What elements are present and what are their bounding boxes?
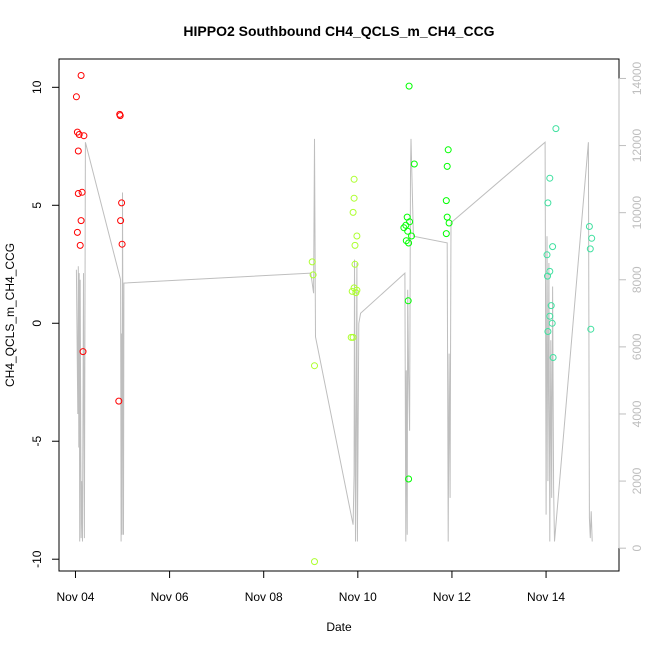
y-tick-label: 10 <box>30 80 44 94</box>
data-point <box>548 319 556 327</box>
data-point <box>74 190 82 197</box>
data-point <box>351 260 359 268</box>
points-layer <box>72 72 596 566</box>
data-point <box>118 199 126 207</box>
data-point <box>116 112 124 120</box>
data-point <box>308 258 316 266</box>
data-point <box>585 223 593 230</box>
data-point <box>549 354 557 361</box>
data-point <box>405 82 413 90</box>
y2-tick-label: 10000 <box>630 196 644 230</box>
data-point <box>588 234 596 242</box>
data-point <box>443 213 451 221</box>
data-point <box>546 174 554 182</box>
y2-tick-label: 14000 <box>630 61 644 95</box>
data-point <box>76 241 84 249</box>
plot-area-box <box>58 58 620 572</box>
secondary-series-line <box>75 138 593 542</box>
data-point <box>349 333 357 341</box>
y-tick-label: -5 <box>30 436 44 447</box>
data-point <box>350 175 358 183</box>
x-tick-label: Nov 12 <box>433 590 471 604</box>
data-point <box>443 162 451 170</box>
data-point <box>408 232 415 240</box>
x-tick-label: Nov 06 <box>151 590 189 604</box>
data-point <box>118 240 126 248</box>
data-point <box>410 160 418 168</box>
y2-tick-label: 4000 <box>630 400 644 427</box>
data-point <box>445 219 453 227</box>
x-tick-label: Nov 10 <box>339 590 377 604</box>
data-point <box>311 362 318 370</box>
data-point <box>351 241 359 249</box>
y-axis-label: CH4_QCLS_m_CH4_CCG <box>3 243 17 387</box>
data-point <box>74 147 82 155</box>
data-point <box>309 271 317 279</box>
y-tick-label: 0 <box>30 320 44 327</box>
data-point <box>72 93 80 101</box>
series-0 <box>72 72 126 405</box>
data-point <box>544 272 551 280</box>
data-point <box>544 328 552 335</box>
data-point <box>549 243 557 251</box>
data-point <box>406 218 414 226</box>
data-point <box>75 131 83 138</box>
data-point <box>547 302 555 310</box>
data-point <box>117 217 125 225</box>
x-axis: Nov 04 Nov 06 Nov 08 Nov 10 Nov 12 Nov 14 <box>56 570 565 604</box>
data-point <box>586 245 594 253</box>
data-point <box>405 475 413 483</box>
series-3 <box>543 125 596 361</box>
data-point <box>115 397 123 405</box>
data-point <box>546 312 554 320</box>
data-point <box>79 348 87 356</box>
data-point <box>442 230 450 238</box>
x-tick-label: Nov 14 <box>527 590 565 604</box>
data-point <box>77 72 85 79</box>
data-point <box>350 194 358 202</box>
data-point <box>80 132 88 140</box>
y2-tick-label: 6000 <box>630 333 644 360</box>
data-point <box>347 333 355 341</box>
data-point <box>552 125 560 133</box>
data-point <box>353 232 361 240</box>
data-point <box>442 197 450 205</box>
y2-tick-label: 2000 <box>630 467 644 494</box>
data-point <box>405 239 413 247</box>
data-point <box>311 558 318 566</box>
data-point <box>348 287 356 295</box>
data-point <box>77 217 85 225</box>
series-2 <box>400 82 453 483</box>
data-point <box>404 227 412 235</box>
y-axis-left: -10 -5 0 5 10 <box>30 80 60 568</box>
y2-tick-label: 12000 <box>630 129 644 163</box>
data-point <box>544 199 552 207</box>
x-tick-label: Nov 04 <box>56 590 94 604</box>
x-tick-label: Nov 08 <box>245 590 283 604</box>
data-point <box>73 228 81 236</box>
data-point <box>543 251 551 259</box>
y-tick-label: -10 <box>30 550 44 568</box>
data-point <box>402 237 410 245</box>
data-point <box>404 297 412 305</box>
secondary-line-layer <box>75 138 593 542</box>
data-point <box>349 208 357 216</box>
series-1 <box>308 175 361 566</box>
data-point <box>78 188 86 196</box>
y-axis-right: 0 2000 4000 6000 8000 10000 12000 14000 <box>618 61 644 552</box>
data-point <box>353 286 361 294</box>
y2-tick-label: 8000 <box>630 266 644 293</box>
data-point <box>587 325 595 333</box>
data-point <box>444 146 452 154</box>
y-tick-label: 5 <box>30 202 44 209</box>
x-axis-label: Date <box>326 620 352 634</box>
chart-title: HIPPO2 Southbound CH4_QCLS_m_CH4_CCG <box>183 23 494 39</box>
y2-tick-label: 0 <box>630 545 644 552</box>
